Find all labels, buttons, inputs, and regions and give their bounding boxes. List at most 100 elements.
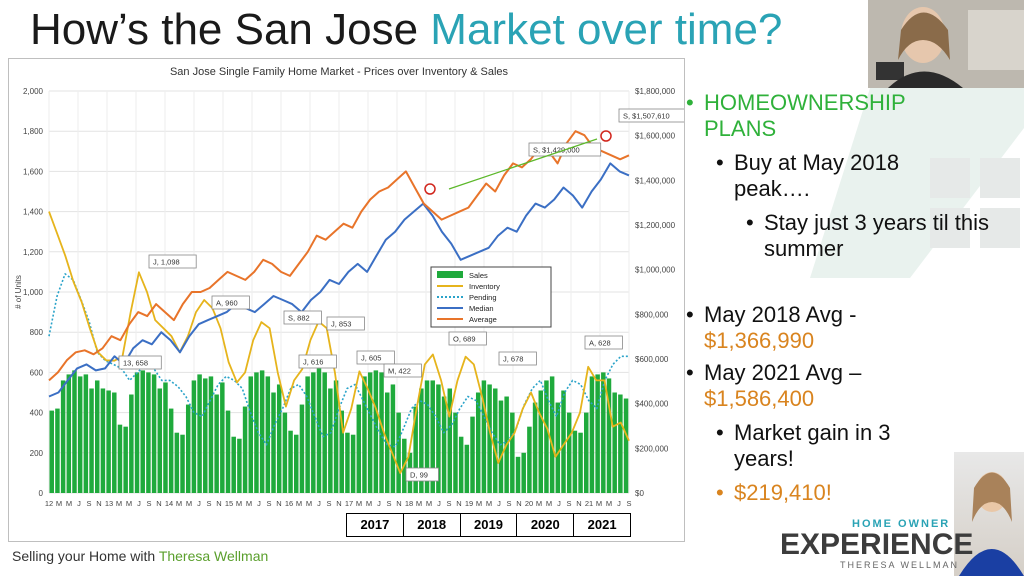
sales-bar: [66, 374, 72, 493]
sales-bar: [475, 392, 481, 493]
bullet-text: $219,410!: [734, 480, 832, 505]
sales-bar: [134, 372, 140, 493]
sales-bar: [214, 394, 219, 493]
sales-bar: [333, 380, 339, 493]
bullet-marker: •: [686, 90, 694, 115]
y-tick-label: 0: [39, 489, 44, 498]
sales-bar: [140, 370, 145, 493]
peak-circle-2021: [600, 130, 612, 142]
sales-bar: [60, 380, 66, 493]
x-tick-label: M: [416, 499, 422, 508]
sales-bar: [578, 432, 583, 493]
sales-bar: [464, 444, 470, 493]
bullet-item: • May 2021 Avg –: [686, 360, 861, 386]
sales-bar: [248, 376, 254, 493]
sales-bar: [350, 434, 356, 493]
sales-bar: [305, 376, 310, 493]
bullet-marker: •: [716, 420, 724, 445]
legend-swatch: [437, 271, 463, 278]
sales-bar: [89, 388, 94, 493]
annotation-box: [356, 350, 395, 365]
y-axis-label: # of Units: [14, 275, 23, 309]
x-tick-label: M: [296, 499, 302, 508]
sales-bar: [106, 390, 111, 493]
x-tick-label: S: [446, 499, 451, 508]
sales-bar: [379, 372, 384, 493]
x-tick-label: M: [366, 499, 372, 508]
slide-footer: Selling your Home with Theresa Wellman: [12, 548, 269, 564]
x-tick-label: N: [276, 499, 281, 508]
sales-bar: [72, 370, 77, 493]
bullet-item: $1,586,400: [704, 386, 814, 412]
average-line: [48, 130, 630, 382]
bullet-item: • $219,410!: [716, 480, 832, 506]
annotation-box: [584, 335, 623, 350]
sales-bar: [566, 412, 572, 493]
sales-bar: [203, 378, 208, 493]
sales-bar: [208, 376, 214, 493]
sales-bar: [294, 434, 299, 493]
x-tick-label: M: [596, 499, 602, 508]
chart-title: San Jose Single Family Home Market - Pri…: [170, 66, 509, 78]
y2-tick-label: $1,400,000: [635, 176, 676, 185]
x-tick-label: S: [206, 499, 211, 508]
logo-main-text: EXPERIENCE: [780, 528, 973, 561]
logo-bottom-text: THERESA WELLMAN: [840, 560, 959, 570]
bullet-marker: •: [686, 302, 694, 327]
bullet-text: Market gain in 3 years!: [734, 420, 891, 471]
presenter-headshot: [954, 452, 1024, 576]
y2-tick-label: $200,000: [635, 444, 669, 453]
sales-bar: [544, 380, 549, 493]
sales-bar: [623, 398, 629, 493]
x-tick-label: J: [377, 499, 381, 508]
annotation-box: [118, 355, 162, 370]
x-tick-label: 16: [285, 499, 293, 508]
annotation-label: J, 853: [331, 320, 351, 329]
sales-bar: [55, 408, 60, 493]
sales-bar: [185, 404, 191, 493]
x-tick-label: M: [186, 499, 192, 508]
sales-bar: [493, 388, 498, 493]
annotation-label: D, 99: [410, 471, 428, 480]
sales-bar: [168, 408, 174, 493]
sales-bar: [549, 376, 555, 493]
y2-tick-label: $1,800,000: [635, 87, 676, 96]
sales-bar: [584, 412, 589, 493]
sales-bar: [282, 412, 288, 493]
x-tick-label: J: [137, 499, 141, 508]
annotation-label: J, 1,098: [153, 258, 180, 267]
annotation-box: [283, 310, 322, 325]
sales-bar: [328, 388, 333, 493]
legend-label: Pending: [469, 293, 497, 302]
annotation-box: [298, 354, 337, 369]
sales-bar: [322, 372, 327, 493]
y-tick-label: 1,400: [23, 208, 44, 217]
x-tick-label: 20: [525, 499, 533, 508]
x-tick-label: 17: [345, 499, 353, 508]
x-tick-label: J: [497, 499, 501, 508]
slide-title: How’s the San Jose Market over time?: [30, 5, 783, 54]
sales-bar: [129, 394, 134, 493]
x-tick-label: M: [126, 499, 132, 508]
x-tick-label: J: [197, 499, 201, 508]
sales-bar: [532, 402, 538, 493]
sales-bar: [259, 370, 265, 493]
bullet-item: • May 2018 Avg -: [686, 302, 856, 328]
sales-bar: [265, 376, 271, 493]
x-tick-label: 18: [405, 499, 413, 508]
x-tick-label: N: [96, 499, 101, 508]
x-tick-label: N: [396, 499, 401, 508]
sales-bar: [424, 380, 430, 493]
bullet-text: HOMEOWNERSHIP PLANS: [704, 90, 906, 141]
sales-bar: [521, 452, 526, 493]
legend-label: Sales: [469, 271, 488, 280]
annotation-label: J, 678: [503, 355, 523, 364]
sales-bar: [447, 388, 453, 493]
y-tick-label: 1,200: [23, 248, 44, 257]
sales-bar: [572, 430, 578, 493]
sales-bar: [589, 376, 595, 493]
legend-label: Inventory: [469, 282, 500, 291]
year-strip: 2017 2018 2019 2020 2021: [346, 513, 631, 537]
bullet-item: $1,366,990: [704, 328, 814, 354]
bullet-marker: •: [746, 210, 754, 235]
